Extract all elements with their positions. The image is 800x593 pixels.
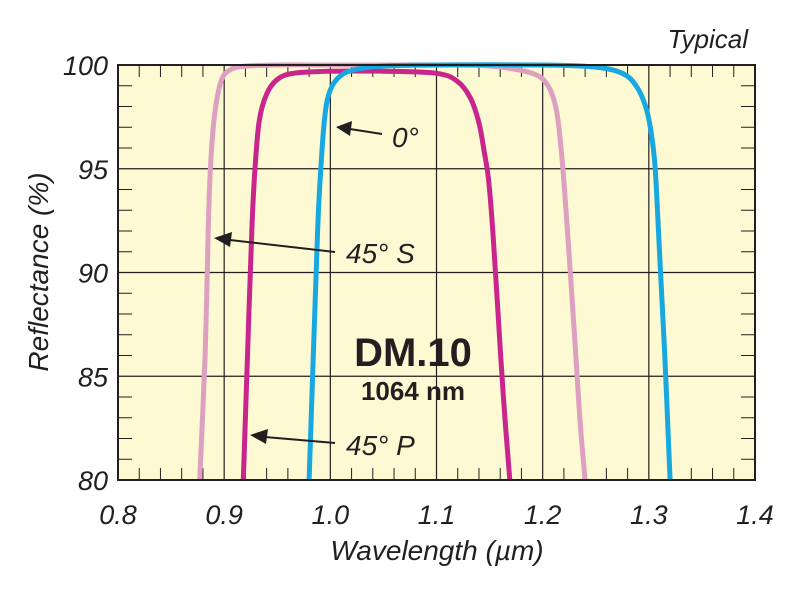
y-axis-label: Reflectance (%): [23, 172, 54, 371]
y-tick-label: 100: [63, 51, 108, 81]
annotation-45s-arrow: [229, 239, 336, 253]
annotation-0deg-arrowhead: [336, 121, 352, 136]
x-tick-label: 1.0: [312, 500, 350, 530]
annotation-0deg-arrow: [349, 128, 383, 135]
annotation-45s-arrowhead: [214, 232, 232, 247]
x-tick-label: 1.2: [524, 500, 562, 530]
annotation-0deg-label: 0°: [392, 122, 419, 153]
annotation-45p-label: 45° P: [346, 430, 415, 461]
plot-frame: [117, 64, 756, 481]
product-name: DM.10: [354, 331, 472, 375]
x-tick-label: 1.4: [736, 500, 774, 530]
product-wavelength: 1064 nm: [361, 376, 465, 406]
y-tick-labels: 100 95 90 85 80: [63, 51, 109, 496]
annotation-45s-label: 45° S: [346, 238, 415, 269]
series-line-45-pdeg: [240, 68, 513, 481]
y-tick-label: 95: [78, 155, 109, 185]
x-axis-label: Wavelength (µm): [330, 535, 543, 566]
y-tick-label: 90: [78, 259, 108, 289]
annotation-45s: 45° S: [214, 232, 415, 269]
x-tick-label: 0.8: [99, 500, 137, 530]
corner-label: Typical: [668, 24, 750, 54]
y-tick-label: 85: [78, 362, 109, 392]
annotation-45p: 45° P: [250, 429, 415, 461]
x-tick-label: 1.3: [630, 500, 668, 530]
y-tick-label: 80: [78, 466, 108, 496]
annotation-0deg: 0°: [336, 121, 419, 153]
annotation-45p-arrow: [264, 436, 336, 444]
annotation-45p-arrowhead: [250, 429, 268, 444]
x-tick-label: 0.9: [205, 500, 243, 530]
x-tick-label: 1.1: [418, 500, 456, 530]
x-tick-labels: 0.8 0.9 1.0 1.1 1.2 1.3 1.4: [99, 500, 774, 530]
